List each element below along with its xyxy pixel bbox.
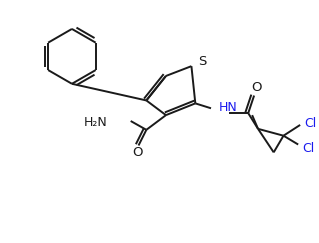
Text: S: S (198, 55, 207, 68)
Text: O: O (251, 81, 261, 94)
Text: O: O (132, 146, 143, 159)
Text: Cl: Cl (304, 117, 316, 130)
Text: H₂N: H₂N (84, 116, 107, 130)
Text: HN: HN (219, 101, 238, 114)
Text: Cl: Cl (302, 142, 314, 155)
